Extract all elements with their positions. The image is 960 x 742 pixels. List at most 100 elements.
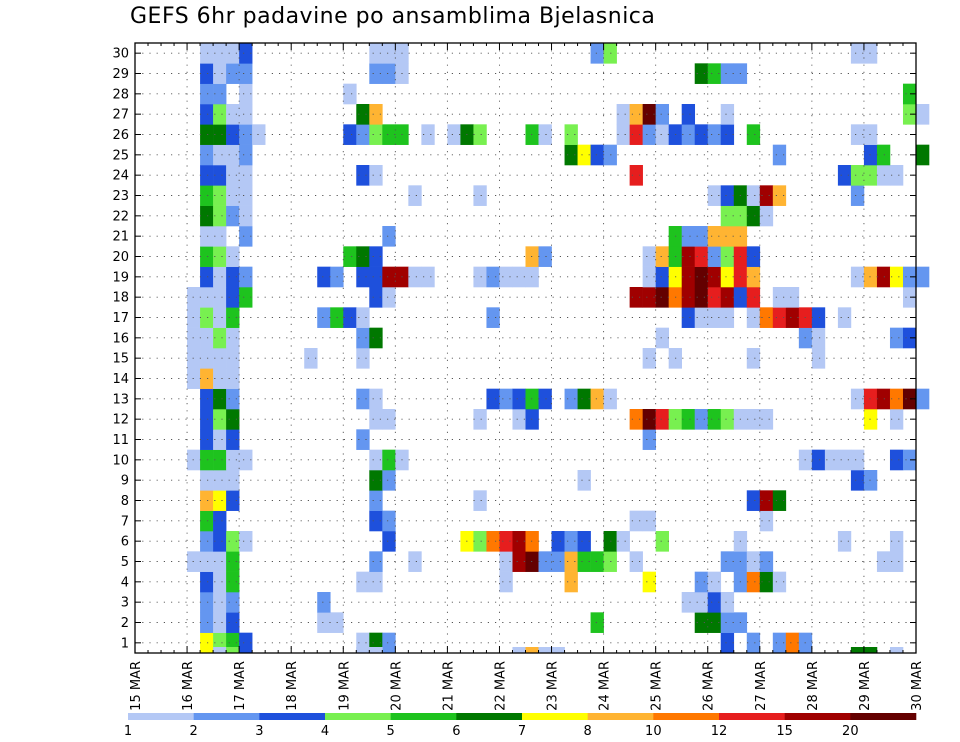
heatmap-cell	[200, 632, 214, 654]
heatmap-cell	[902, 83, 917, 105]
heatmap-cell	[772, 307, 787, 328]
heatmap-cell	[408, 266, 422, 288]
heatmap-cell	[213, 124, 227, 145]
heatmap-cell	[369, 43, 383, 64]
heatmap-cell	[369, 287, 383, 308]
heatmap-cell	[239, 531, 253, 552]
heatmap-cell	[642, 510, 656, 532]
heatmap-cell	[902, 287, 917, 308]
heatmap-cell	[226, 531, 240, 552]
heatmap-cell	[564, 388, 578, 410]
heatmap-cell	[473, 185, 487, 206]
heatmap-cell	[343, 246, 357, 267]
heatmap-cell	[226, 185, 240, 206]
heatmap-cell	[213, 226, 227, 247]
heatmap-cell	[655, 266, 669, 288]
heatmap-cell	[486, 388, 500, 410]
heatmap-cell	[200, 531, 214, 552]
heatmap-cell	[707, 266, 722, 288]
heatmap-cell	[746, 266, 761, 288]
heatmap-cell	[213, 551, 227, 572]
heatmap-cell	[356, 246, 370, 267]
heatmap-cell	[369, 409, 383, 430]
heatmap-cell	[889, 647, 904, 654]
heatmap-cell	[694, 63, 709, 84]
heatmap-cell	[200, 510, 214, 532]
heatmap-cell	[200, 470, 214, 491]
heatmap-cell	[720, 307, 735, 328]
heatmap-cell	[785, 287, 800, 308]
heatmap-cell	[694, 307, 709, 328]
colorbar-swatch	[522, 713, 588, 720]
heatmap-cell	[889, 165, 904, 186]
y-tick-label: 7	[121, 514, 129, 529]
heatmap-cell	[356, 104, 370, 125]
heatmap-cell	[629, 409, 643, 430]
heatmap-cell	[382, 510, 396, 532]
heatmap-cell	[694, 612, 709, 633]
heatmap-cell	[785, 632, 800, 654]
heatmap-cell	[239, 104, 253, 125]
heatmap-cell	[889, 449, 904, 471]
heatmap-cell	[720, 592, 735, 613]
colorbar-label: 12	[711, 724, 728, 739]
heatmap-cell	[772, 287, 787, 308]
heatmap-cell	[850, 43, 865, 64]
y-tick-label: 9	[121, 474, 129, 489]
heatmap-cell	[239, 83, 253, 105]
heatmap-cell	[499, 531, 513, 552]
heatmap-cell	[564, 144, 578, 166]
heatmap-cell	[837, 449, 852, 471]
heatmap-cell	[681, 307, 696, 328]
colorbar-label: 10	[645, 724, 662, 739]
y-tick-label: 30	[112, 47, 129, 62]
heatmap-cell	[902, 327, 917, 349]
heatmap-cell	[811, 449, 826, 471]
heatmap-cell	[369, 571, 383, 593]
heatmap-cell	[863, 647, 878, 654]
heatmap-cell	[746, 246, 761, 267]
heatmap-cell	[200, 368, 214, 389]
heatmap-cell	[746, 632, 761, 654]
heatmap-cell	[902, 104, 917, 125]
heatmap-cell	[356, 429, 370, 450]
x-tick-label: 20 MAR	[389, 661, 404, 711]
heatmap-cell	[239, 632, 253, 654]
heatmap-cell	[707, 246, 722, 267]
heatmap-cell	[707, 307, 722, 328]
heatmap-cell	[369, 470, 383, 491]
heatmap-cell	[486, 266, 500, 288]
heatmap-cell	[707, 124, 722, 145]
heatmap-cell	[629, 165, 643, 186]
heatmap-cell	[902, 388, 917, 410]
heatmap-cell	[694, 287, 709, 308]
y-tick-label: 3	[121, 596, 129, 611]
heatmap-cell	[200, 185, 214, 206]
heatmap-cell	[343, 307, 357, 328]
heatmap-cell	[824, 449, 839, 471]
heatmap-cell	[746, 348, 761, 369]
heatmap-cell	[681, 104, 696, 125]
y-tick-label: 12	[112, 413, 129, 428]
heatmap-cell	[239, 124, 253, 145]
heatmap-cell	[200, 83, 214, 105]
heatmap-cell	[707, 63, 722, 84]
heatmap-cell	[486, 531, 500, 552]
heatmap-cell	[473, 124, 487, 145]
heatmap-cell	[577, 531, 591, 552]
heatmap-cell	[681, 246, 696, 267]
heatmap-cell	[200, 429, 214, 450]
heatmap-cell	[564, 571, 578, 593]
heatmap-cell	[889, 551, 904, 572]
heatmap-cell	[694, 571, 709, 593]
heatmap-cell	[499, 266, 513, 288]
heatmap-cell	[811, 327, 826, 349]
y-tick-label: 15	[112, 352, 129, 367]
heatmap-cell	[499, 388, 513, 410]
heatmap-cell	[707, 612, 722, 633]
heatmap-cell	[642, 287, 656, 308]
heatmap-cell	[655, 327, 669, 349]
colorbar-swatch	[719, 713, 785, 720]
heatmap-cell	[655, 409, 669, 430]
heatmap-cell	[499, 551, 513, 572]
